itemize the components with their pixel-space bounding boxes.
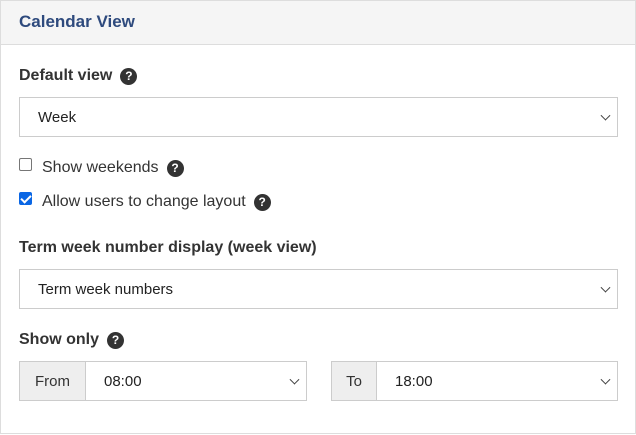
allow-layout-checkbox[interactable] xyxy=(19,191,32,205)
show-weekends-checkbox[interactable] xyxy=(19,157,32,171)
allow-layout-label: Allow users to change layout xyxy=(42,193,246,210)
from-time-select[interactable]: 08:00 xyxy=(85,361,307,401)
select-value: 08:00 xyxy=(104,372,142,390)
chevron-down-icon xyxy=(600,110,611,121)
show-weekends-checkbox-row[interactable]: Show weekends? xyxy=(19,157,184,177)
chevron-down-icon xyxy=(289,374,300,385)
to-addon: To xyxy=(331,361,377,401)
panel-title: Calendar View xyxy=(19,12,135,31)
chevron-down-icon xyxy=(600,282,611,293)
default-view-select[interactable]: Week xyxy=(19,97,618,137)
select-value: 18:00 xyxy=(395,372,433,390)
panel-header: Calendar View xyxy=(1,1,635,45)
chevron-down-icon xyxy=(600,374,611,385)
label-text: Term week number display (week view) xyxy=(19,239,317,256)
help-icon[interactable]: ? xyxy=(107,331,124,349)
show-weekends-label: Show weekends xyxy=(42,159,159,176)
term-week-label: Term week number display (week view) xyxy=(19,239,317,257)
from-addon: From xyxy=(19,361,86,401)
label-text: Show only xyxy=(19,331,99,348)
allow-layout-checkbox-row[interactable]: Allow users to change layout? xyxy=(19,191,271,211)
select-value: Term week numbers xyxy=(38,280,174,298)
default-view-label: Default view? xyxy=(19,67,138,85)
select-value: Week xyxy=(38,108,77,126)
to-time-select[interactable]: 18:00 xyxy=(376,361,618,401)
help-icon[interactable]: ? xyxy=(120,67,138,85)
label-text: Default view xyxy=(19,67,113,84)
term-week-select[interactable]: Term week numbers xyxy=(19,269,618,309)
help-icon[interactable]: ? xyxy=(166,159,184,177)
help-icon[interactable]: ? xyxy=(253,193,271,211)
show-only-label: Show only? xyxy=(19,331,124,349)
